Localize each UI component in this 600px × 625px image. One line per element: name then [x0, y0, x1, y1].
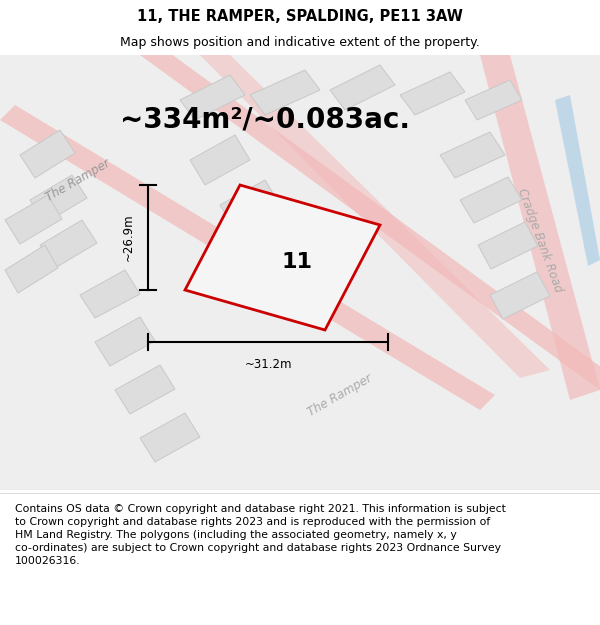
Text: Cradge Bank Road: Cradge Bank Road: [515, 186, 565, 294]
Polygon shape: [190, 135, 250, 185]
Polygon shape: [478, 222, 538, 269]
Text: The Ramper: The Ramper: [305, 371, 374, 419]
Polygon shape: [5, 245, 58, 293]
Text: Map shows position and indicative extent of the property.: Map shows position and indicative extent…: [120, 36, 480, 49]
Polygon shape: [555, 95, 600, 266]
Polygon shape: [140, 40, 600, 390]
Polygon shape: [180, 75, 245, 120]
Polygon shape: [140, 413, 200, 462]
Polygon shape: [40, 220, 97, 268]
Polygon shape: [0, 105, 495, 410]
Polygon shape: [95, 317, 155, 366]
Polygon shape: [0, 55, 600, 490]
Polygon shape: [250, 70, 320, 115]
Polygon shape: [20, 130, 75, 178]
Polygon shape: [440, 132, 505, 178]
Polygon shape: [480, 55, 600, 400]
Polygon shape: [185, 185, 380, 330]
Text: ~31.2m: ~31.2m: [244, 358, 292, 371]
Polygon shape: [490, 272, 550, 319]
Text: ~334m²/~0.083ac.: ~334m²/~0.083ac.: [120, 106, 410, 134]
Polygon shape: [330, 65, 395, 110]
Polygon shape: [220, 180, 280, 230]
Text: The Ramper: The Ramper: [44, 156, 112, 204]
Polygon shape: [5, 195, 62, 244]
Text: 11: 11: [282, 253, 313, 272]
Polygon shape: [115, 365, 175, 414]
Polygon shape: [465, 80, 522, 120]
Text: 11, THE RAMPER, SPALDING, PE11 3AW: 11, THE RAMPER, SPALDING, PE11 3AW: [137, 9, 463, 24]
Polygon shape: [80, 270, 140, 318]
Polygon shape: [200, 55, 550, 378]
Text: Contains OS data © Crown copyright and database right 2021. This information is : Contains OS data © Crown copyright and d…: [15, 504, 506, 566]
Polygon shape: [460, 177, 522, 223]
Polygon shape: [400, 72, 465, 115]
Polygon shape: [30, 175, 87, 223]
Text: ~26.9m: ~26.9m: [122, 214, 135, 261]
